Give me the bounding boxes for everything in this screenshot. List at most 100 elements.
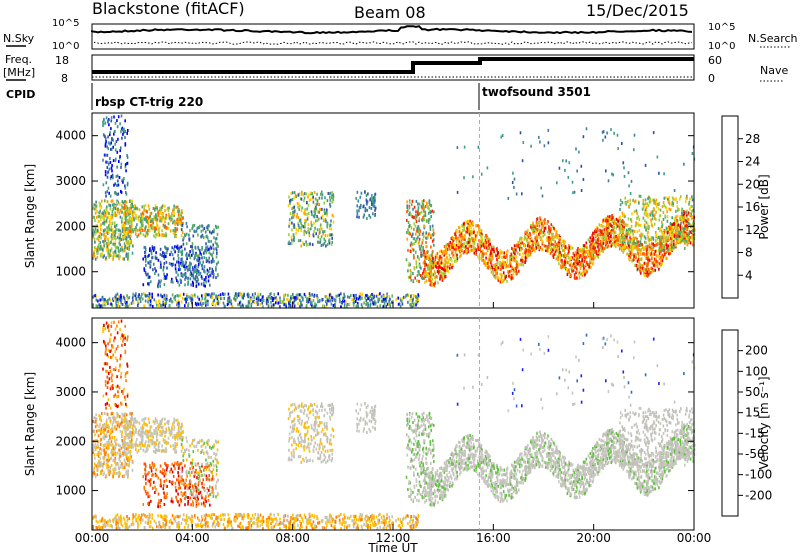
heatmap-cell (196, 279, 198, 283)
heatmap-cell (129, 234, 132, 238)
heatmap-cell (125, 207, 128, 211)
heatmap-cell (123, 242, 126, 246)
heatmap-cell (659, 208, 662, 212)
heatmap-cell (155, 300, 157, 304)
heatmap-cell (469, 230, 472, 234)
heatmap-cell (330, 302, 333, 306)
heatmap-cell (124, 186, 127, 190)
heatmap-cell (655, 243, 657, 247)
heatmap-cell (654, 216, 656, 220)
heatmap-cell (171, 277, 173, 281)
heatmap-cell (487, 266, 489, 270)
heatmap-cell (470, 244, 473, 248)
heatmap-cell (558, 243, 560, 247)
heatmap-cell (123, 221, 126, 225)
heatmap-cell (680, 239, 682, 243)
heatmap-cell (320, 192, 322, 196)
heatmap-cell (102, 212, 104, 216)
heatmap-cell (409, 211, 411, 215)
heatmap-cell (479, 239, 481, 243)
heatmap-cell (273, 292, 276, 296)
heatmap-cell (652, 243, 655, 247)
heatmap-cell (287, 204, 290, 208)
heatmap-cell (451, 245, 453, 248)
heatmap-cell (323, 209, 326, 213)
heatmap-cell (665, 239, 667, 243)
heatmap-cell (559, 250, 561, 254)
heatmap-cell (157, 273, 160, 277)
heatmap-cell (324, 196, 326, 200)
heatmap-cell (629, 250, 632, 254)
heatmap-cell (513, 255, 515, 259)
heatmap-cell (647, 251, 650, 255)
heatmap-cell (93, 249, 96, 253)
heatmap-cell (195, 229, 198, 233)
heatmap-cell (626, 239, 629, 243)
heatmap-cell (606, 241, 609, 244)
heatmap-cell (415, 239, 418, 243)
heatmap-cell (290, 235, 293, 239)
heatmap-cell (164, 245, 166, 249)
heatmap-cell (508, 271, 511, 275)
heatmap-cell (205, 275, 207, 279)
heatmap-cell (163, 256, 166, 260)
heatmap-cell (412, 237, 415, 241)
heatmap-cell (431, 254, 433, 258)
heatmap-cell (249, 296, 252, 300)
heatmap-cell (407, 269, 409, 273)
heatmap-cell (632, 232, 634, 236)
heatmap-cell (651, 211, 654, 215)
heatmap-cell (100, 212, 103, 216)
heatmap-cell (262, 305, 264, 309)
heatmap-cell (409, 273, 412, 277)
heatmap-cell (545, 248, 547, 252)
heatmap-cell (106, 190, 108, 194)
heatmap-cell (690, 205, 692, 209)
heatmap-cell (452, 250, 455, 254)
heatmap-cell (497, 261, 499, 265)
heatmap-cell (682, 234, 685, 238)
heatmap-cell (576, 276, 578, 280)
heatmap-cell (292, 233, 295, 237)
heatmap-cell (111, 199, 114, 203)
heatmap-cell (639, 224, 642, 227)
heatmap-cell (223, 296, 225, 300)
heatmap-cell (208, 256, 210, 260)
heatmap-cell (406, 204, 409, 208)
heatmap-cell (313, 230, 315, 233)
heatmap-cell (408, 213, 410, 217)
heatmap-cell (443, 263, 445, 267)
heatmap-cell (107, 162, 110, 166)
heatmap-cell (331, 213, 334, 217)
heatmap-cell (130, 201, 133, 205)
heatmap-cell (305, 243, 308, 247)
heatmap-cell (417, 208, 420, 212)
heatmap-cell (420, 276, 423, 280)
heatmap-cell (570, 262, 573, 266)
heatmap-cell (331, 191, 334, 195)
heatmap-cell (107, 147, 110, 151)
heatmap-cell (110, 127, 112, 131)
heatmap-cell (164, 294, 167, 298)
heatmap-cell (100, 247, 102, 251)
heatmap-cell (528, 246, 530, 250)
heatmap-cell (150, 260, 152, 264)
heatmap-cell (455, 240, 458, 244)
heatmap-cell (366, 199, 368, 203)
heatmap-cell (612, 234, 615, 238)
heatmap-cell (577, 251, 580, 255)
heatmap-cell (111, 213, 114, 217)
heatmap-cell (124, 235, 126, 239)
heatmap-cell (420, 274, 422, 278)
heatmap-cell (309, 242, 311, 246)
heatmap-cell (126, 219, 128, 222)
heatmap-cell (435, 261, 437, 265)
heatmap-cell (209, 283, 211, 287)
heatmap-cell (415, 303, 417, 307)
heatmap-cell (557, 244, 560, 248)
heatmap-cell (643, 223, 646, 227)
heatmap-cell (94, 232, 97, 236)
heatmap-cell (165, 246, 167, 250)
heatmap-cell (567, 270, 569, 274)
heatmap-cell (297, 205, 299, 209)
